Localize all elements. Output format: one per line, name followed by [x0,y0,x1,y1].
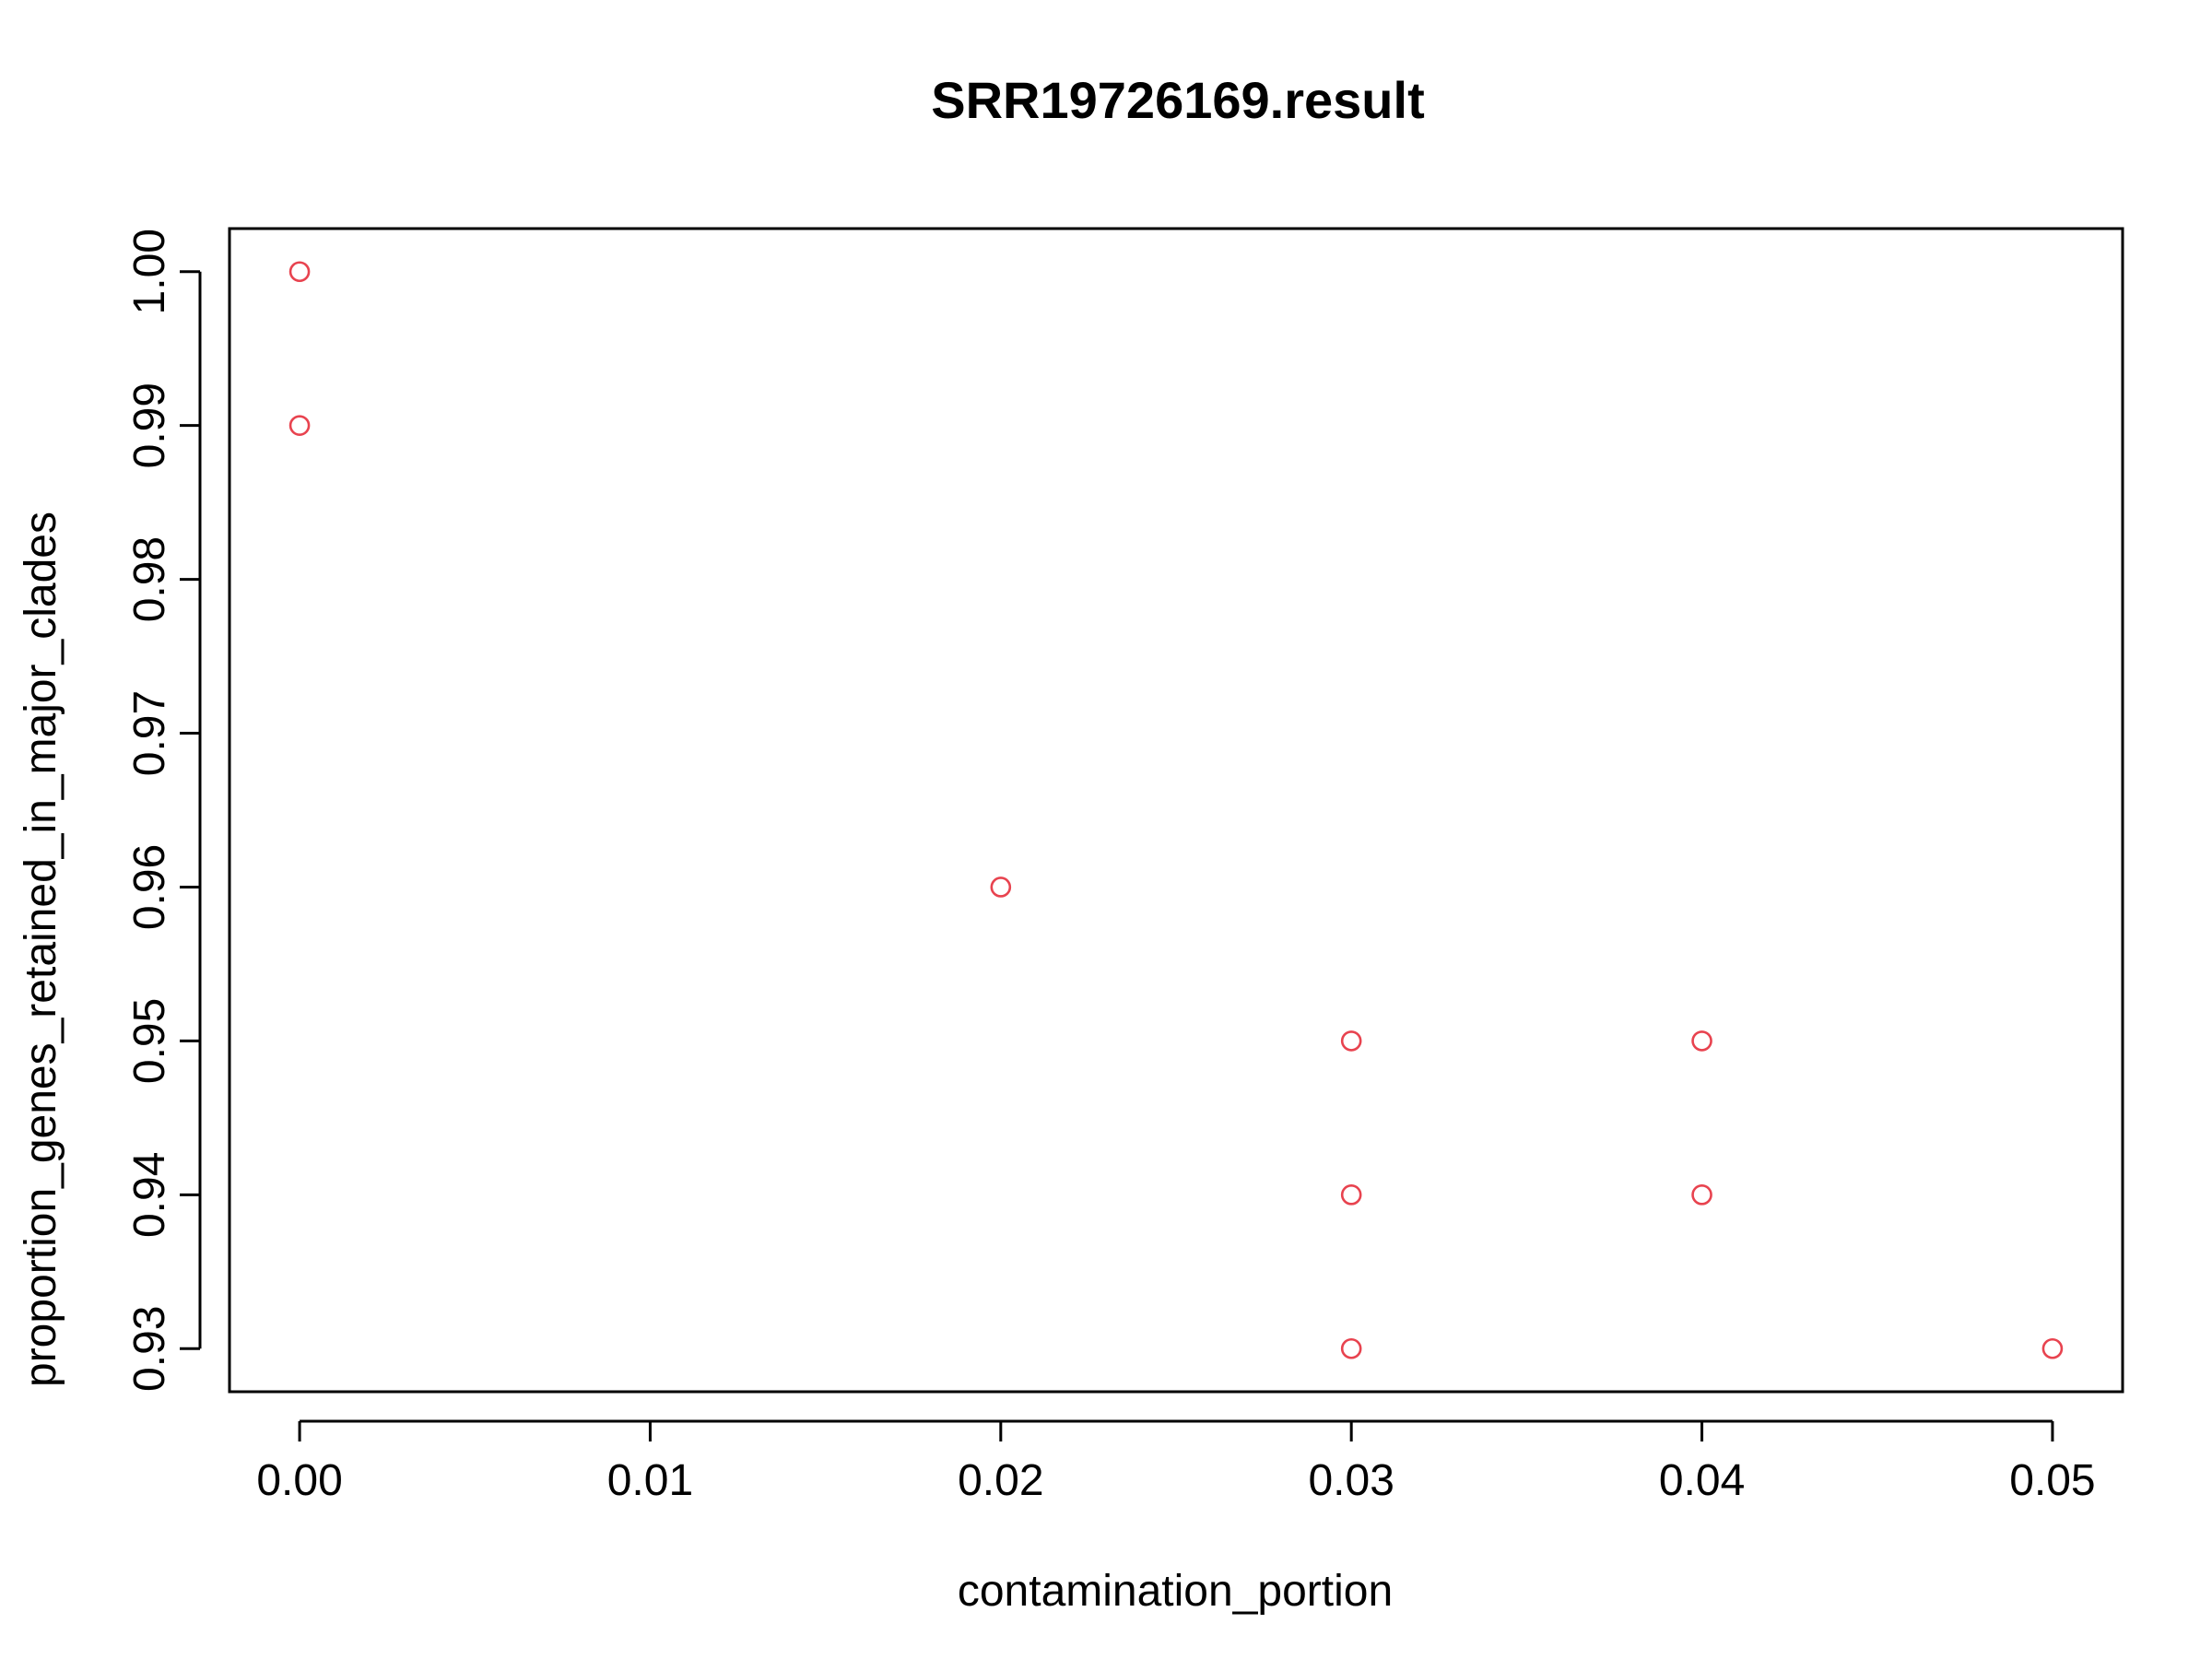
y-tick-label: 0.93 [125,1306,174,1392]
data-point [990,877,1012,898]
data-point [1691,1184,1712,1206]
data-point [1340,1030,1362,1052]
data-point [288,261,311,283]
x-tick-label: 0.05 [2009,1456,2095,1505]
y-tick-label: 0.98 [125,536,174,622]
x-tick-label: 0.01 [607,1456,693,1505]
y-tick-label: 0.99 [125,382,174,468]
data-point [1340,1184,1362,1206]
x-tick-label: 0.04 [1659,1456,1745,1505]
y-tick-label: 1.00 [125,229,174,314]
x-tick-label: 0.03 [1308,1456,1394,1505]
data-point [2041,1337,2064,1359]
data-point [1691,1030,1712,1052]
chart-title: SRR19726169.result [931,71,1424,129]
y-axis: 0.93 0.94 0.95 0.96 0.97 0.98 0.99 1.00 [125,229,202,1392]
y-tick-label: 0.94 [125,1152,174,1238]
y-axis-label: proportion_genes_retained_in_major_clade… [17,512,65,1387]
x-axis-label: contamination_portion [958,1567,1393,1616]
y-tick-label: 0.96 [125,844,174,930]
y-tick-label: 0.97 [125,690,174,776]
x-tick-label: 0.00 [256,1456,342,1505]
data-point [1340,1337,1362,1359]
data-points [288,261,2064,1359]
data-point [288,415,311,436]
plot-frame [228,227,2124,1394]
x-axis: 0.00 0.01 0.02 0.03 0.04 0.05 [256,1419,2096,1505]
x-tick-label: 0.02 [958,1456,1043,1505]
y-tick-label: 0.95 [125,998,174,1084]
